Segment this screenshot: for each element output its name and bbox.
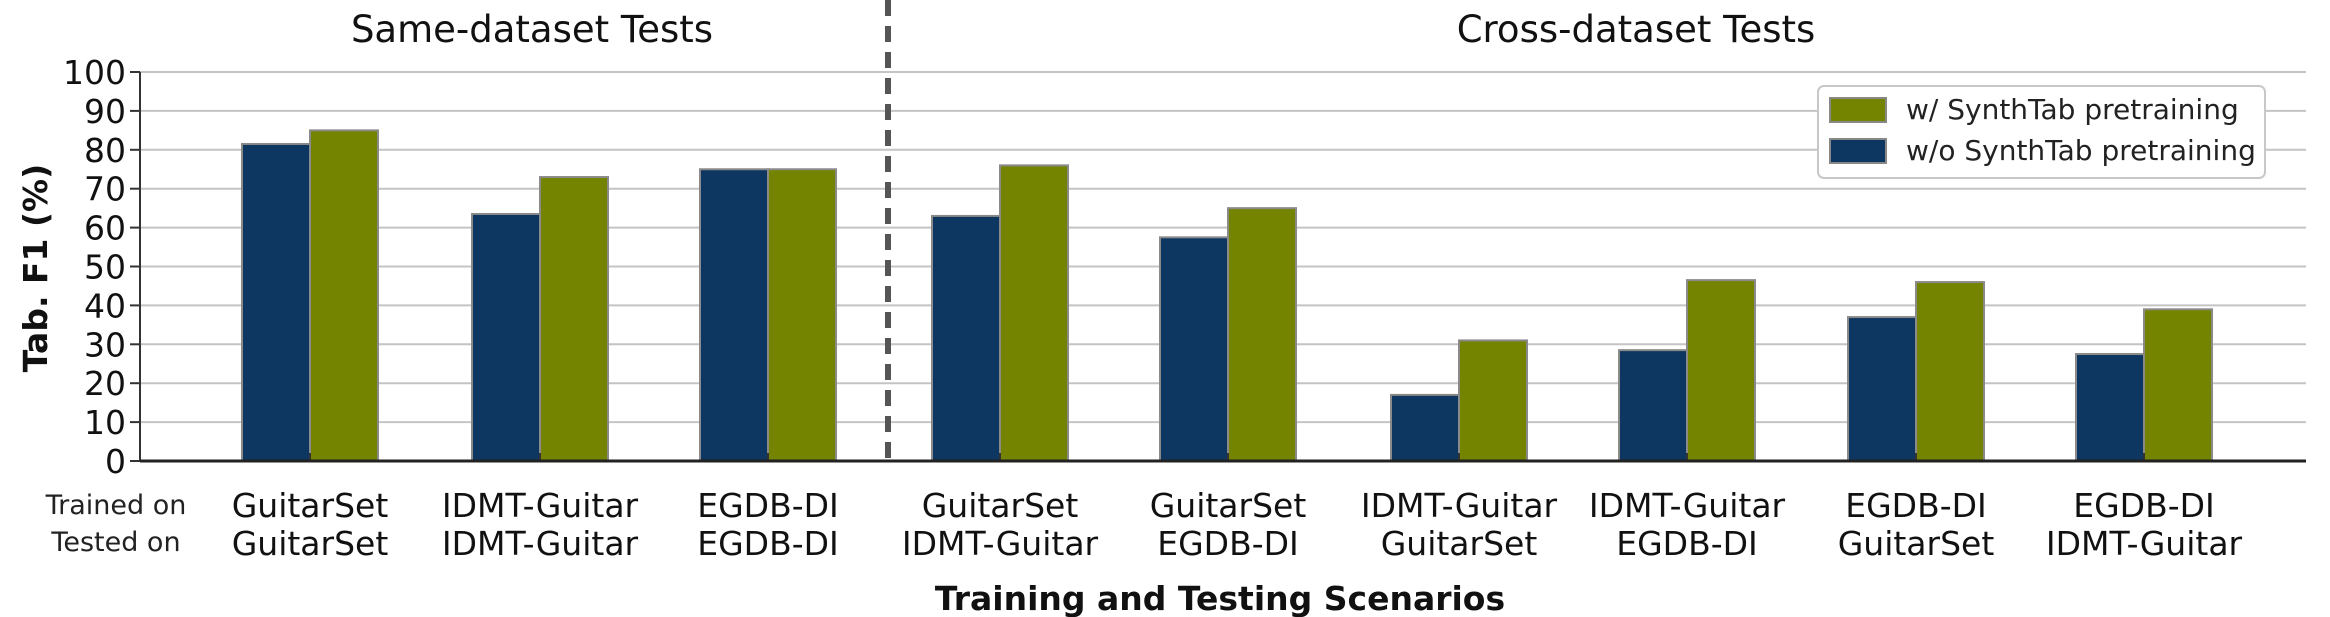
category-tested-on-label: IDMT-Guitar <box>902 524 1099 563</box>
category-trained-on-label: EGDB-DI <box>2073 486 2215 525</box>
bars <box>241 129 2213 463</box>
bar-without-pretraining-3 <box>931 214 1001 462</box>
y-tick-label: 60 <box>84 209 126 248</box>
category-tested-on-label: GuitarSet <box>1838 524 1995 563</box>
legend-swatch-with-pretraining <box>1829 97 1887 123</box>
row-label-trained-on: Trained on <box>45 490 187 521</box>
row-label-tested-on: Tested on <box>50 527 180 558</box>
y-tick-label: 50 <box>84 248 126 287</box>
category-trained-on-label: GuitarSet <box>232 486 389 525</box>
y-tick-label: 0 <box>105 442 126 481</box>
bar-without-pretraining-2 <box>699 168 769 462</box>
category-trained-on-label: IDMT-Guitar <box>442 486 639 525</box>
bar-with-pretraining-8 <box>2143 308 2213 463</box>
category-trained-on-label: EGDB-DI <box>697 486 839 525</box>
bar-with-pretraining-7 <box>1915 281 1985 462</box>
y-tick-label: 10 <box>84 403 126 442</box>
legend: w/ SynthTab pretraining w/o SynthTab pre… <box>1817 85 2266 179</box>
bar-without-pretraining-8 <box>2075 353 2145 462</box>
legend-label-with-pretraining: w/ SynthTab pretraining <box>1906 93 2239 126</box>
category-tested-on-label: EGDB-DI <box>1616 524 1758 563</box>
y-tick-label: 80 <box>84 131 126 170</box>
legend-label-without-pretraining: w/o SynthTab pretraining <box>1906 134 2256 167</box>
y-tick-label: 70 <box>84 170 126 209</box>
category-tested-on-label: GuitarSet <box>232 524 389 563</box>
bar-with-pretraining-0 <box>309 129 379 462</box>
y-tick-label: 100 <box>63 53 126 92</box>
section-title-cross: Cross-dataset Tests <box>1457 8 1816 51</box>
category-tested-on-label: EGDB-DI <box>697 524 839 563</box>
axes: 0102030405060708090100GuitarSetGuitarSet… <box>63 0 2306 563</box>
category-trained-on-label: GuitarSet <box>1150 486 1307 525</box>
y-tick-label: 30 <box>84 325 126 364</box>
bar-without-pretraining-1 <box>471 212 541 462</box>
bar-without-pretraining-4 <box>1159 236 1229 462</box>
bar-with-pretraining-4 <box>1227 207 1297 462</box>
y-axis-title: Tab. F1 (%) <box>16 164 55 372</box>
y-tick-label: 40 <box>84 286 126 325</box>
category-trained-on-label: GuitarSet <box>922 486 1079 525</box>
category-tested-on-label: IDMT-Guitar <box>2046 524 2243 563</box>
bar-with-pretraining-3 <box>999 164 1069 463</box>
bar-without-pretraining-5 <box>1390 393 1460 462</box>
bar-with-pretraining-5 <box>1458 339 1528 462</box>
category-trained-on-label: IDMT-Guitar <box>1361 486 1558 525</box>
section-title-same: Same-dataset Tests <box>351 8 713 51</box>
category-tested-on-label: IDMT-Guitar <box>442 524 639 563</box>
category-tested-on-label: GuitarSet <box>1381 524 1538 563</box>
bar-without-pretraining-0 <box>241 142 311 462</box>
x-axis-title: Training and Testing Scenarios <box>935 579 1505 617</box>
category-trained-on-label: IDMT-Guitar <box>1589 486 1786 525</box>
bar-with-pretraining-2 <box>767 168 837 462</box>
category-trained-on-label: EGDB-DI <box>1845 486 1987 525</box>
bar-without-pretraining-6 <box>1618 349 1688 463</box>
legend-swatch-without-pretraining <box>1829 138 1887 164</box>
y-tick-label: 20 <box>84 364 126 403</box>
bar-without-pretraining-7 <box>1847 316 1917 462</box>
category-tested-on-label: EGDB-DI <box>1157 524 1299 563</box>
legend-frame <box>1817 85 2266 179</box>
bar-with-pretraining-6 <box>1686 279 1756 462</box>
bar-with-pretraining-1 <box>539 176 609 462</box>
y-tick-label: 90 <box>84 92 126 131</box>
